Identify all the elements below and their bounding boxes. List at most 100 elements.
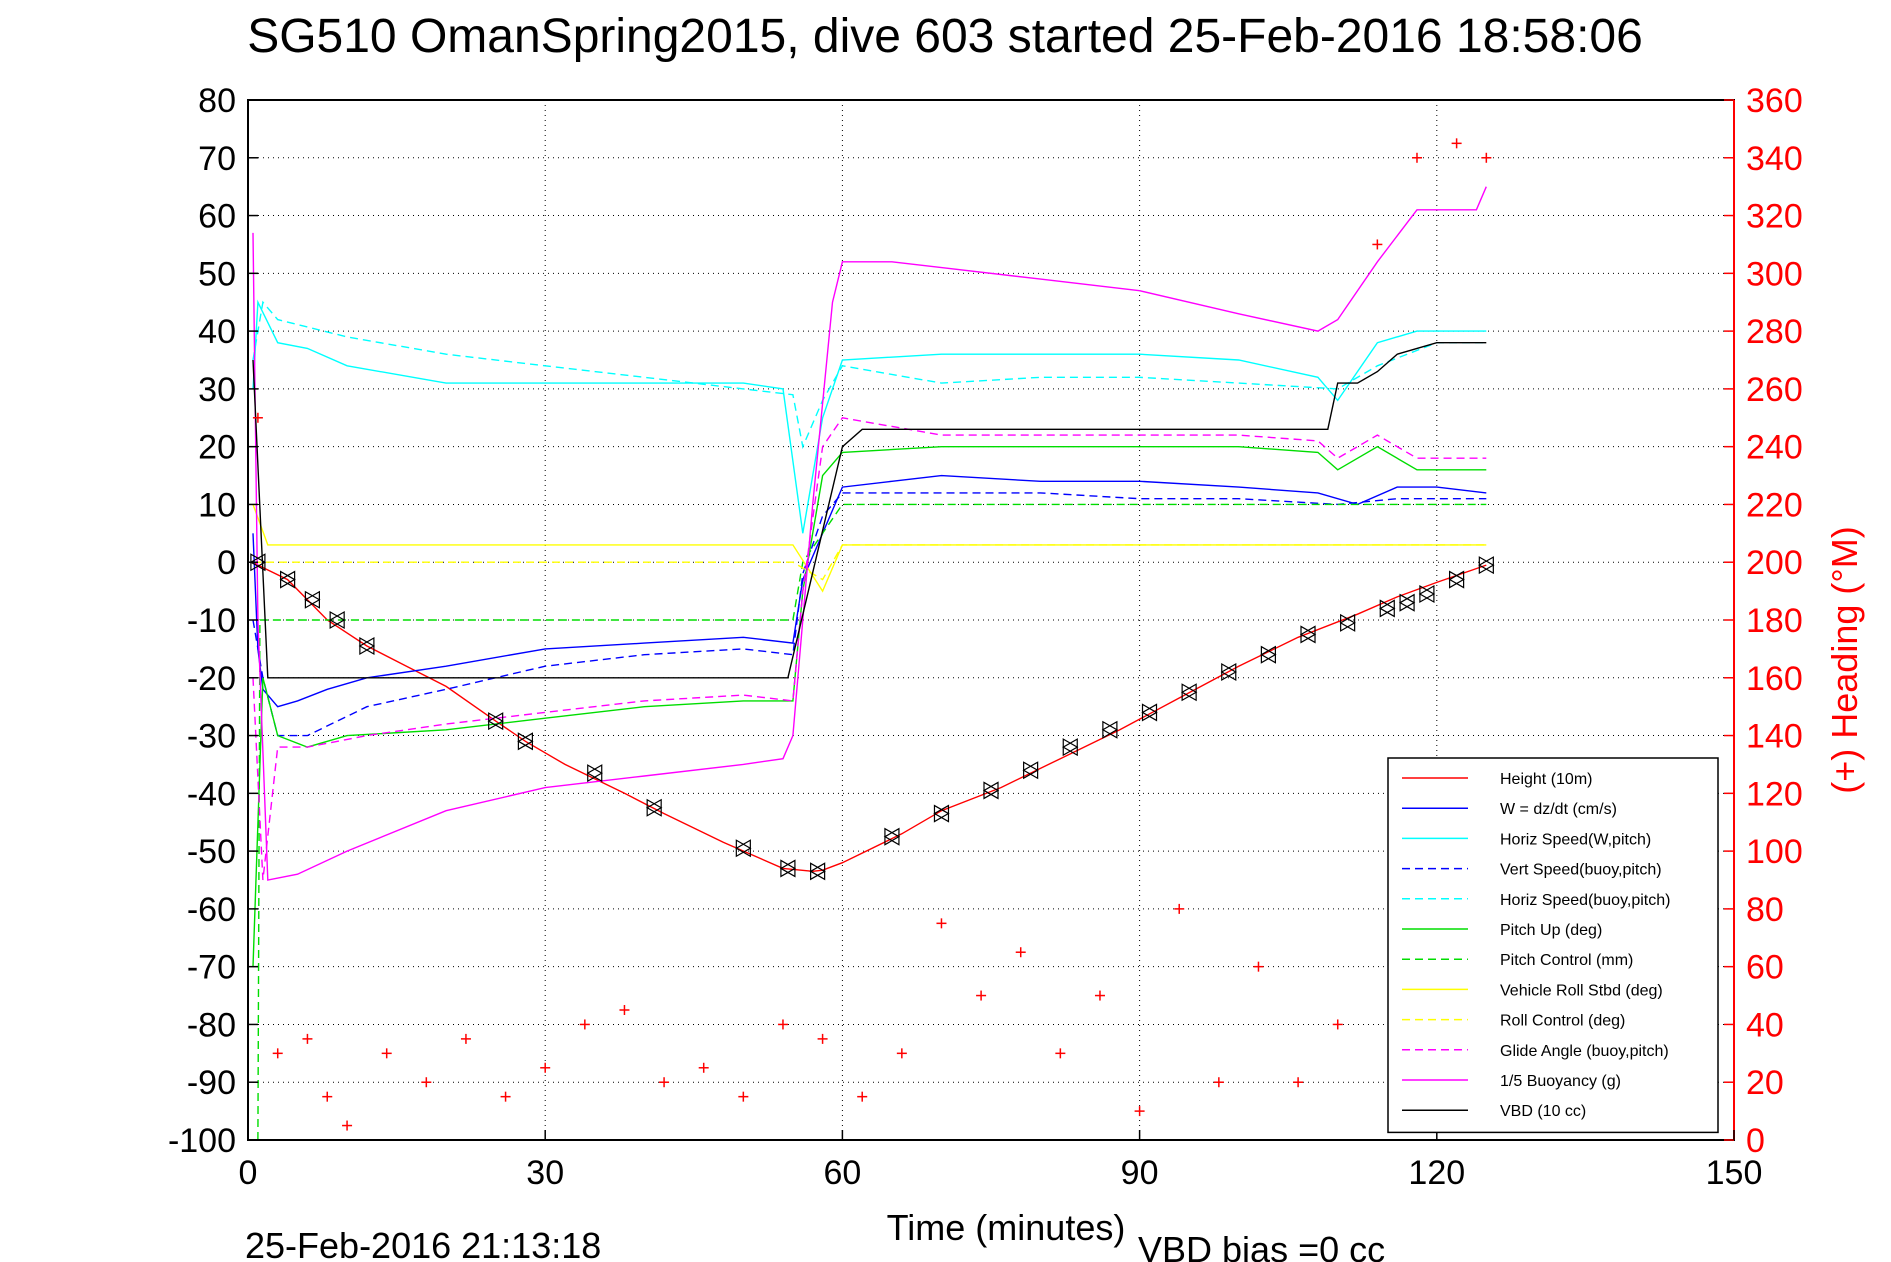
depth-marker [1448, 570, 1465, 589]
depth-marker [1062, 738, 1079, 757]
depth-marker [779, 859, 797, 878]
marker-layer [249, 553, 1495, 881]
bottom-axis-ticks: 0 30 60 90 120 150 [239, 1130, 1762, 1192]
depth-marker [735, 839, 752, 858]
heading-point [1451, 138, 1462, 149]
right-tick-label: 140 [1746, 718, 1803, 756]
heading-point [1134, 1106, 1145, 1117]
bottom-tick-label: 120 [1408, 1154, 1465, 1192]
depth-marker [586, 764, 603, 783]
heading-point [381, 1048, 392, 1059]
depth-marker [933, 804, 950, 823]
heading-point [500, 1091, 511, 1102]
right-tick-label: 320 [1746, 198, 1803, 236]
left-tick-label: 30 [198, 371, 236, 409]
heading-point [857, 1091, 868, 1102]
depth-marker [809, 862, 826, 881]
heading-point [421, 1077, 432, 1088]
left-tick-label: 80 [198, 82, 236, 120]
right-tick-label: 60 [1746, 949, 1784, 987]
left-tick-label: -50 [187, 833, 236, 871]
series-line-2 [252, 299, 1487, 534]
depth-marker [358, 636, 376, 656]
right-axis-label: (+) Heading (°M) [1824, 526, 1865, 793]
right-tick-label: 280 [1746, 313, 1803, 351]
depth-marker [982, 781, 1000, 800]
left-tick-label: -30 [187, 718, 236, 756]
heading-point [1015, 947, 1026, 958]
right-tick-label: 260 [1746, 371, 1803, 409]
series-line-4 [252, 300, 1487, 450]
bottom-tick-label: 0 [239, 1154, 258, 1192]
heading-point [1481, 152, 1492, 163]
right-tick-label: 0 [1746, 1122, 1765, 1160]
footer-vbd-bias: VBD bias =0 cc [1138, 1229, 1385, 1262]
legend-box [1387, 757, 1719, 1134]
series-line-3 [252, 492, 1487, 737]
heading-point [272, 1048, 283, 1059]
right-tick-label: 360 [1746, 82, 1803, 120]
right-tick-label: 240 [1746, 429, 1803, 467]
footer-timestamp: 25-Feb-2016 21:13:18 [245, 1225, 601, 1262]
right-tick-label: 100 [1746, 833, 1803, 871]
depth-marker [1478, 556, 1495, 575]
left-tick-label: 10 [198, 486, 236, 524]
left-tick-label: 0 [217, 544, 236, 582]
depth-marker [1101, 720, 1119, 739]
depth-marker [883, 827, 901, 846]
depth-marker [1299, 625, 1317, 644]
depth-marker [1418, 584, 1436, 604]
legend-entry: 1/5 Buoyancy (g) [1500, 1073, 1621, 1090]
depth-marker [1398, 593, 1416, 612]
left-axis-ticks: 80 70 60 50 40 30 20 10 0 -10 -20 -30 -40 -50 -60 -70 -8… [168, 82, 258, 1160]
series-line-7 [252, 504, 1487, 593]
depth-marker [487, 712, 504, 731]
left-tick-label: -20 [187, 660, 236, 698]
heading-point [540, 1062, 551, 1073]
heading-point [1055, 1048, 1066, 1059]
heading-point [896, 1048, 907, 1059]
depth-marker [1339, 613, 1356, 632]
left-tick-label: -60 [187, 891, 236, 929]
heading-point [302, 1033, 313, 1044]
right-tick-label: 120 [1746, 775, 1803, 813]
heading-point [1332, 1019, 1343, 1030]
depth-marker [1260, 645, 1277, 664]
heading-point [1293, 1077, 1304, 1088]
heading-point [1253, 961, 1264, 972]
series-line-6 [257, 503, 1487, 1141]
heading-point [460, 1033, 471, 1044]
x-axis-label: Time (minutes) [887, 1207, 1126, 1248]
heading-point [1094, 990, 1105, 1001]
left-tick-label: -80 [187, 1006, 236, 1044]
heading-layer [252, 138, 1492, 1131]
legend-entry: Pitch Control (mm) [1500, 952, 1633, 969]
legend-entry: Roll Control (deg) [1500, 1013, 1625, 1030]
grid-layer [248, 100, 1734, 1140]
heading-point [777, 1019, 788, 1030]
series-line-11 [252, 342, 1487, 679]
heading-point [1372, 239, 1383, 250]
bottom-tick-label: 60 [823, 1154, 861, 1192]
heading-point [659, 1077, 670, 1088]
left-tick-label: -40 [187, 775, 236, 813]
depth-marker [645, 798, 663, 817]
right-tick-label: 300 [1746, 255, 1803, 293]
heading-point [252, 412, 263, 423]
series-line-9 [252, 417, 1487, 881]
legend-entry: Horiz Speed(buoy,pitch) [1500, 892, 1670, 909]
left-tick-label: -70 [187, 949, 236, 987]
series-line-1 [252, 474, 1487, 708]
heading-point [322, 1091, 333, 1102]
series-line-8 [253, 544, 1487, 581]
series-line-0 [252, 561, 1487, 873]
depth-marker [1180, 683, 1198, 702]
bottom-tick-label: 30 [526, 1154, 564, 1192]
right-tick-label: 180 [1746, 602, 1803, 640]
heading-point [738, 1091, 749, 1102]
left-tick-label: 50 [198, 255, 236, 293]
legend-entry: Glide Angle (buoy,pitch) [1500, 1043, 1669, 1060]
bottom-tick-label: 90 [1121, 1154, 1159, 1192]
depth-marker [328, 610, 346, 630]
